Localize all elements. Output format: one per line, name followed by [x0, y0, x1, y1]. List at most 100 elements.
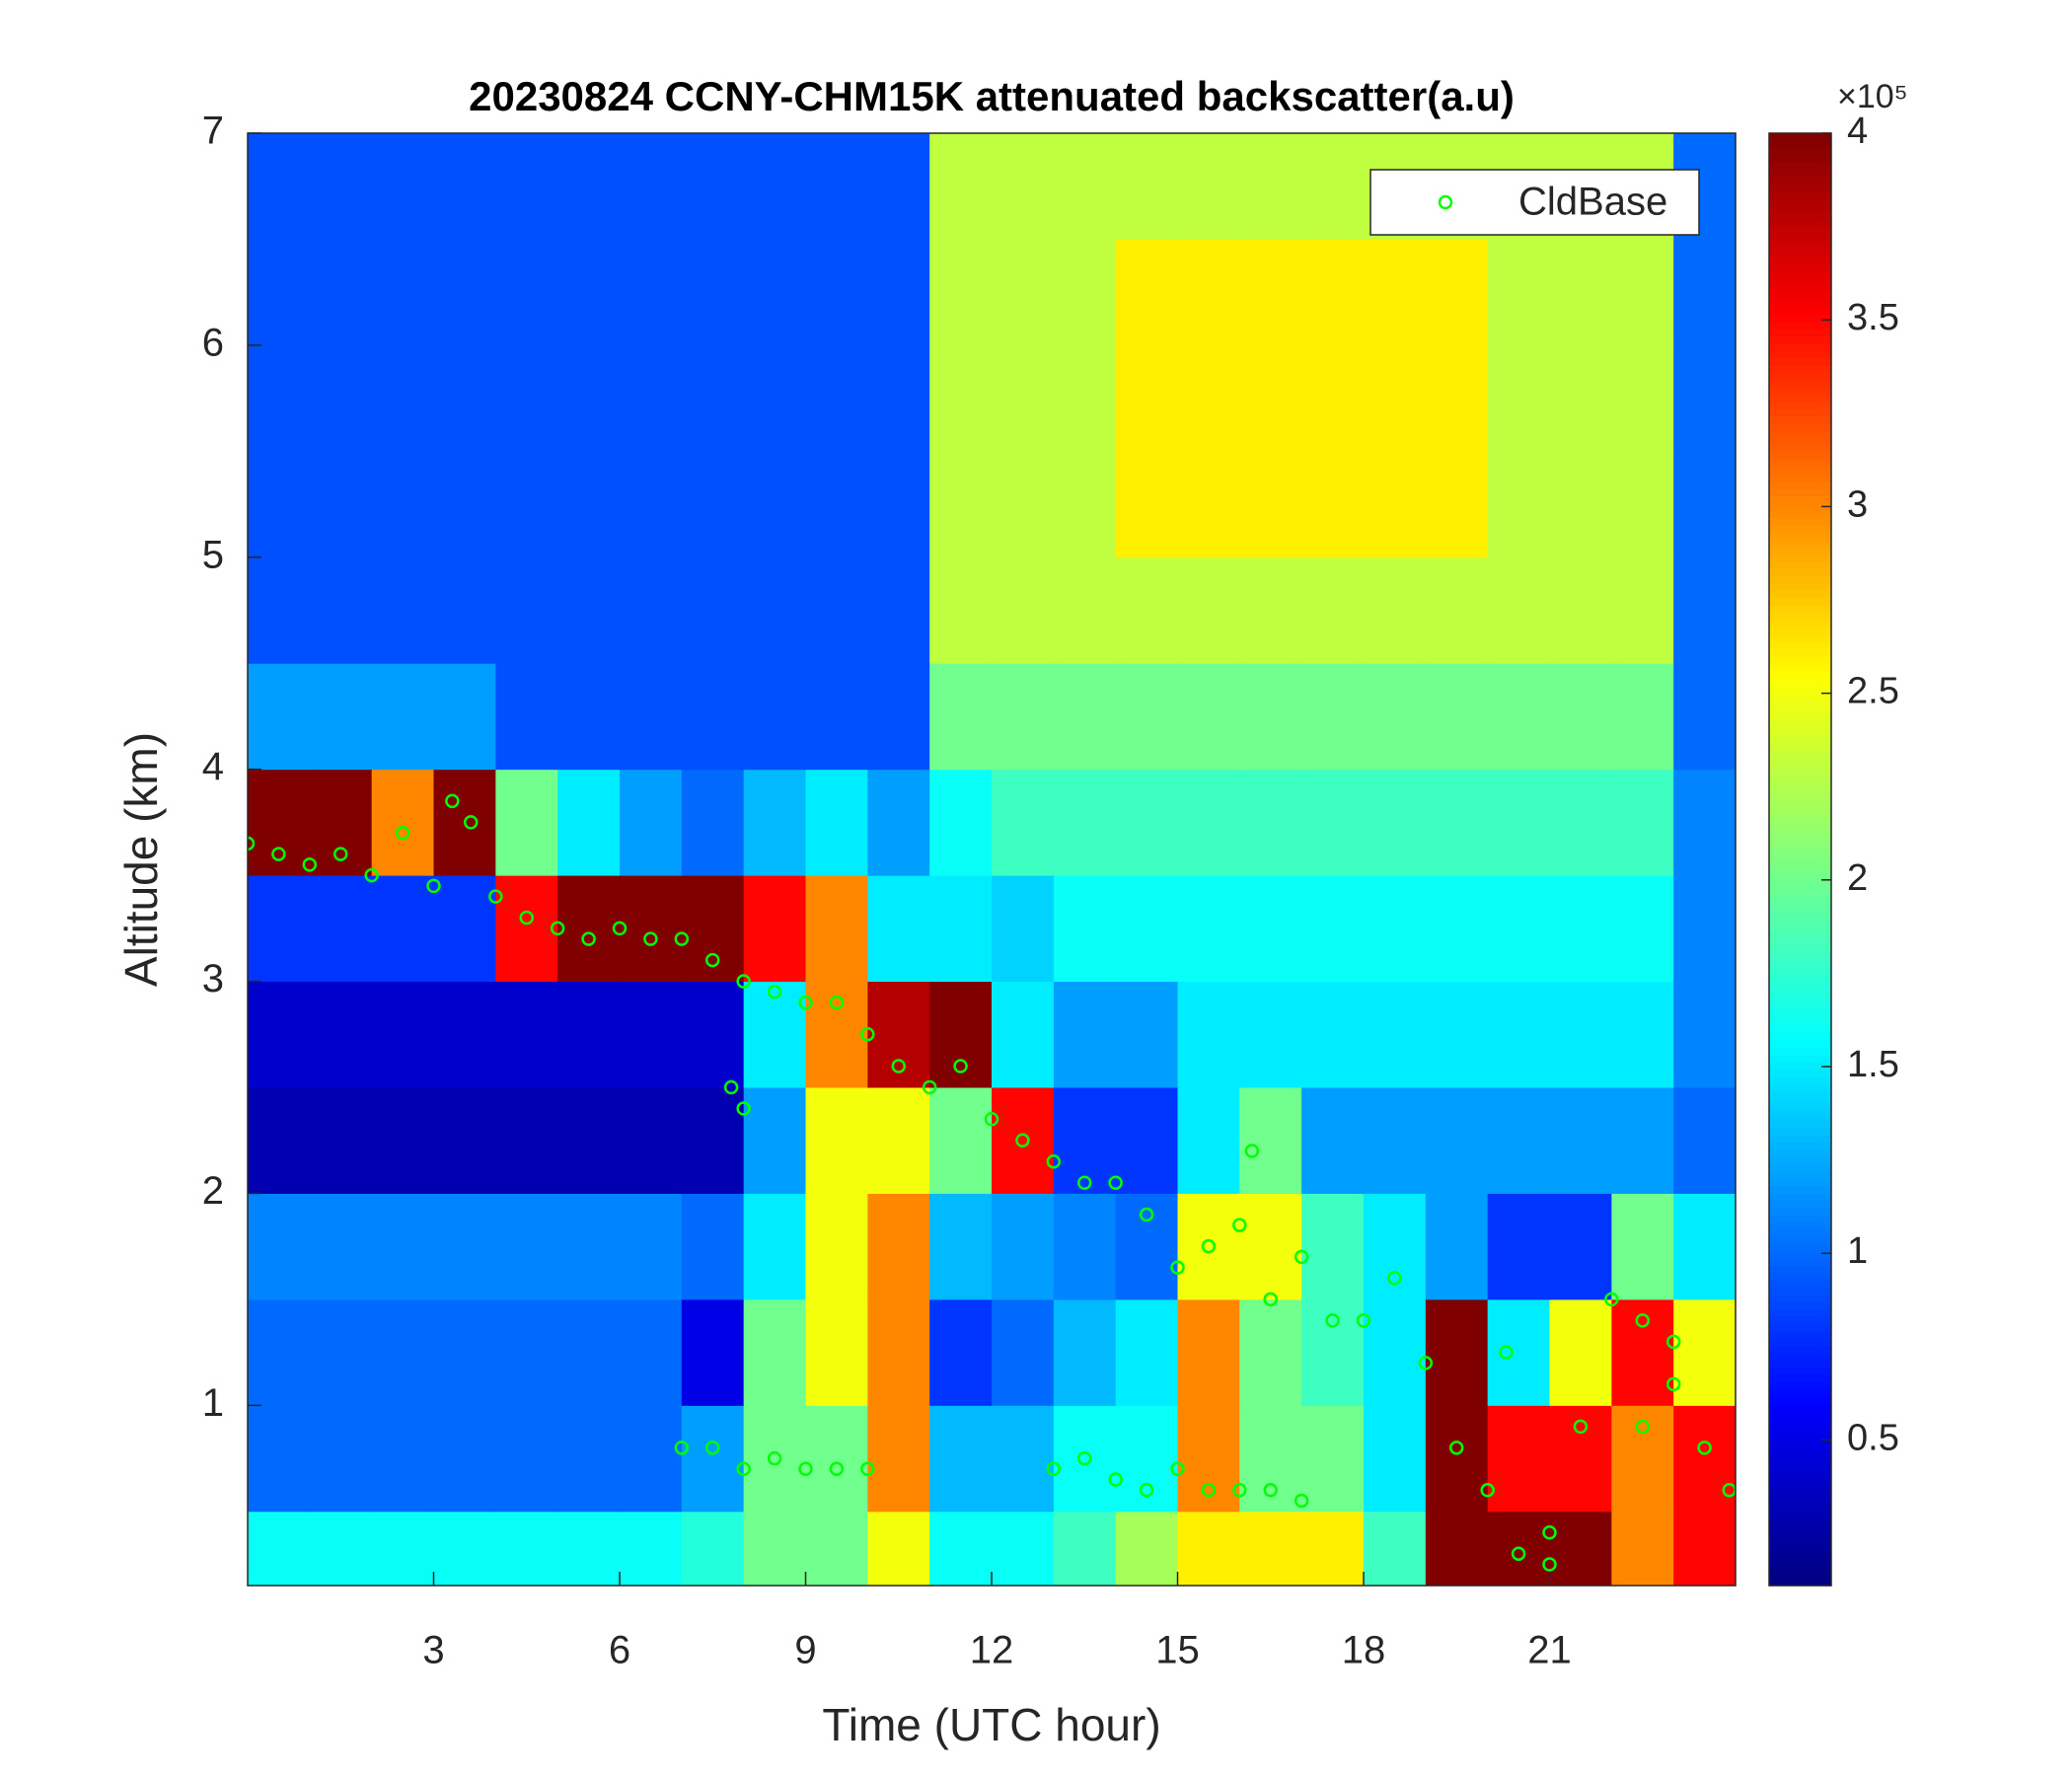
cloud-base-point — [1232, 1218, 1247, 1232]
colorbar-swatch — [1769, 235, 1831, 243]
colorbar-swatch — [1769, 808, 1831, 817]
heatmap-cell — [867, 981, 930, 1088]
heatmap-cell — [620, 239, 683, 346]
heatmap-cell — [309, 1193, 373, 1300]
cloud-base-point — [1108, 1175, 1123, 1190]
heatmap-cell — [1549, 1298, 1612, 1406]
heatmap-cell — [433, 556, 496, 664]
colorbar-swatch — [1769, 1440, 1831, 1448]
cloud-base-point — [860, 1027, 875, 1042]
colorbar-swatch — [1769, 518, 1831, 527]
colorbar-swatch — [1769, 866, 1831, 875]
colorbar-swatch — [1769, 554, 1831, 562]
heatmap-cell — [248, 769, 311, 876]
colorbar-swatch — [1769, 750, 1831, 759]
heatmap-cell — [1364, 556, 1427, 664]
heatmap-cell — [620, 1405, 683, 1513]
heatmap-cell — [1425, 1511, 1489, 1586]
heatmap-cell — [495, 344, 558, 452]
colorbar-swatch — [1769, 575, 1831, 584]
heatmap-cell — [620, 1087, 683, 1194]
colorbar-swatch — [1769, 1331, 1831, 1340]
heatmap-cell — [1487, 556, 1550, 664]
heatmap-cell — [495, 1087, 558, 1194]
heatmap-cell — [1487, 239, 1550, 346]
cloud-base-point — [1604, 1292, 1619, 1307]
heatmap-cell — [1177, 1087, 1240, 1194]
colorbar-swatch — [1769, 1360, 1831, 1369]
heatmap-cell — [620, 451, 683, 558]
heatmap-cell — [681, 451, 745, 558]
heatmap-cell — [743, 556, 806, 664]
heatmap-cell — [929, 1511, 993, 1586]
heatmap-cell — [1053, 451, 1117, 558]
colorbar-swatch — [1769, 205, 1831, 214]
colorbar-swatch — [1769, 1018, 1831, 1027]
colorbar-swatch — [1769, 402, 1831, 410]
heatmap-cell — [1364, 1405, 1427, 1513]
heatmap-cell — [309, 451, 373, 558]
heatmap-cell — [1239, 981, 1302, 1088]
heatmap-cell — [371, 451, 434, 558]
colorbar-swatch — [1769, 169, 1831, 178]
colorbar-swatch — [1769, 1563, 1831, 1572]
cloud-base-point — [674, 931, 690, 946]
heatmap-cell — [1611, 1298, 1674, 1406]
heatmap-cell — [681, 556, 745, 664]
heatmap-cell — [1115, 1298, 1178, 1406]
cloud-base-point — [643, 931, 658, 946]
heatmap-cell — [1425, 344, 1489, 452]
cloud-base-point — [1635, 1313, 1650, 1328]
colorbar-swatch — [1769, 1324, 1831, 1332]
heatmap-cell — [248, 1511, 311, 1586]
colorbar-swatch — [1769, 1411, 1831, 1420]
heatmap-cell — [557, 981, 621, 1088]
colorbar-swatch — [1769, 394, 1831, 403]
cloud-base-point — [1046, 1153, 1062, 1169]
heatmap-cell — [681, 1405, 745, 1513]
colorbar-swatch — [1769, 263, 1831, 272]
heatmap-cell — [1301, 875, 1365, 983]
heatmap-cell — [1673, 1087, 1736, 1194]
colorbar-swatch — [1769, 1426, 1831, 1435]
colorbar-swatch — [1769, 903, 1831, 912]
cloud-base-point — [1077, 1450, 1092, 1466]
heatmap-cell — [1425, 1087, 1489, 1194]
heatmap-cell — [1673, 1298, 1736, 1406]
heatmap-cell — [620, 556, 683, 664]
heatmap-cell — [743, 1511, 806, 1586]
colorbar-swatch — [1769, 1338, 1831, 1347]
heatmap-cell — [1487, 1193, 1550, 1300]
heatmap-cell — [371, 663, 434, 771]
heatmap-cell — [433, 239, 496, 346]
colorbar-swatch — [1769, 881, 1831, 890]
heatmap-cell — [681, 239, 745, 346]
heatmap-cell — [557, 133, 621, 240]
heatmap-cell — [1549, 875, 1612, 983]
axes: 3 6 9 12 15 18 2112345670.511.522.533.54CldBas… — [202, 110, 1899, 1672]
heatmap-cell — [557, 344, 621, 452]
heatmap-cell — [309, 769, 373, 876]
heatmap-cell — [1425, 239, 1489, 346]
cloud-base-point — [364, 867, 379, 883]
colorbar-swatch — [1769, 1404, 1831, 1412]
heatmap-cell — [929, 239, 993, 346]
colorbar-swatch — [1769, 946, 1831, 955]
heatmap-cell — [620, 981, 683, 1088]
colorbar-swatch — [1769, 343, 1831, 352]
colorbar-swatch — [1769, 1273, 1831, 1282]
heatmap-cell — [371, 1087, 434, 1194]
cloud-base-point — [248, 836, 256, 851]
heatmap-cell — [1673, 239, 1736, 346]
colorbar-swatch — [1769, 1106, 1831, 1115]
heatmap-cell — [371, 769, 434, 876]
cloud-base-point — [1201, 1238, 1217, 1254]
colorbar-swatch — [1769, 757, 1831, 766]
heatmap-cell — [620, 875, 683, 983]
cloud-base-point — [1665, 1334, 1681, 1350]
colorbar-swatch — [1769, 1266, 1831, 1275]
heatmap-cell — [743, 1087, 806, 1194]
heatmap-cell — [1177, 981, 1240, 1088]
colorbar-swatch — [1769, 895, 1831, 904]
heatmap-cell — [1611, 981, 1674, 1088]
